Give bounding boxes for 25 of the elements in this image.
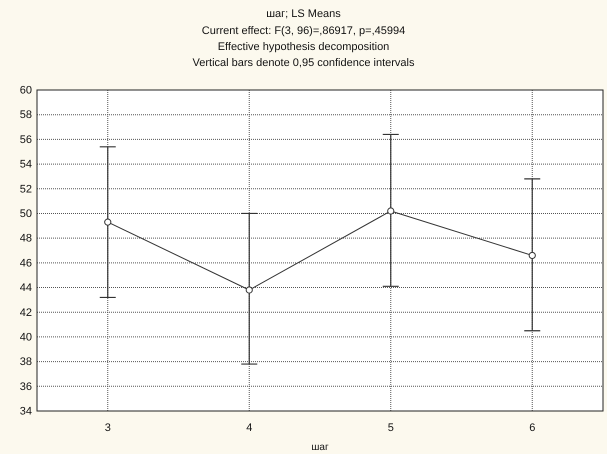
y-tick-label: 56 bbox=[20, 134, 32, 146]
x-tick-label: 4 bbox=[246, 422, 252, 434]
point bbox=[387, 207, 394, 215]
point bbox=[528, 252, 536, 260]
y-tick-label: 46 bbox=[20, 257, 32, 270]
y-tick-label: 54 bbox=[20, 158, 32, 171]
y-tick-label: 50 bbox=[20, 208, 32, 220]
x-tick-label: 3 bbox=[104, 422, 111, 434]
chart-subtitle: Current effect: F(3, 96)=,86917, p=,45994 Effective hypothesis decomposition Vertical bars denote 0,95 confidence intervals bbox=[192, 25, 415, 69]
y-tick-label: 42 bbox=[20, 306, 32, 319]
y-tick-label: 58 bbox=[20, 109, 32, 122]
y-tick-label: 44 bbox=[20, 282, 32, 294]
y-tick-label: 52 bbox=[20, 183, 32, 196]
y-tick-label: 38 bbox=[20, 356, 32, 368]
x-tick-label: 5 bbox=[388, 422, 394, 434]
point bbox=[246, 286, 253, 294]
y-tick-label: 36 bbox=[20, 380, 32, 393]
x-axis-title: шаг bbox=[311, 442, 329, 453]
y-tick-label: 34 bbox=[20, 406, 32, 418]
point bbox=[104, 218, 112, 226]
y-tick-label: 48 bbox=[20, 232, 32, 245]
chart-title: шаг; LS Means bbox=[266, 8, 342, 20]
y-tick-label: 40 bbox=[20, 331, 32, 344]
x-tick-label: 6 bbox=[529, 422, 536, 434]
y-tick-label: 60 bbox=[20, 84, 32, 97]
